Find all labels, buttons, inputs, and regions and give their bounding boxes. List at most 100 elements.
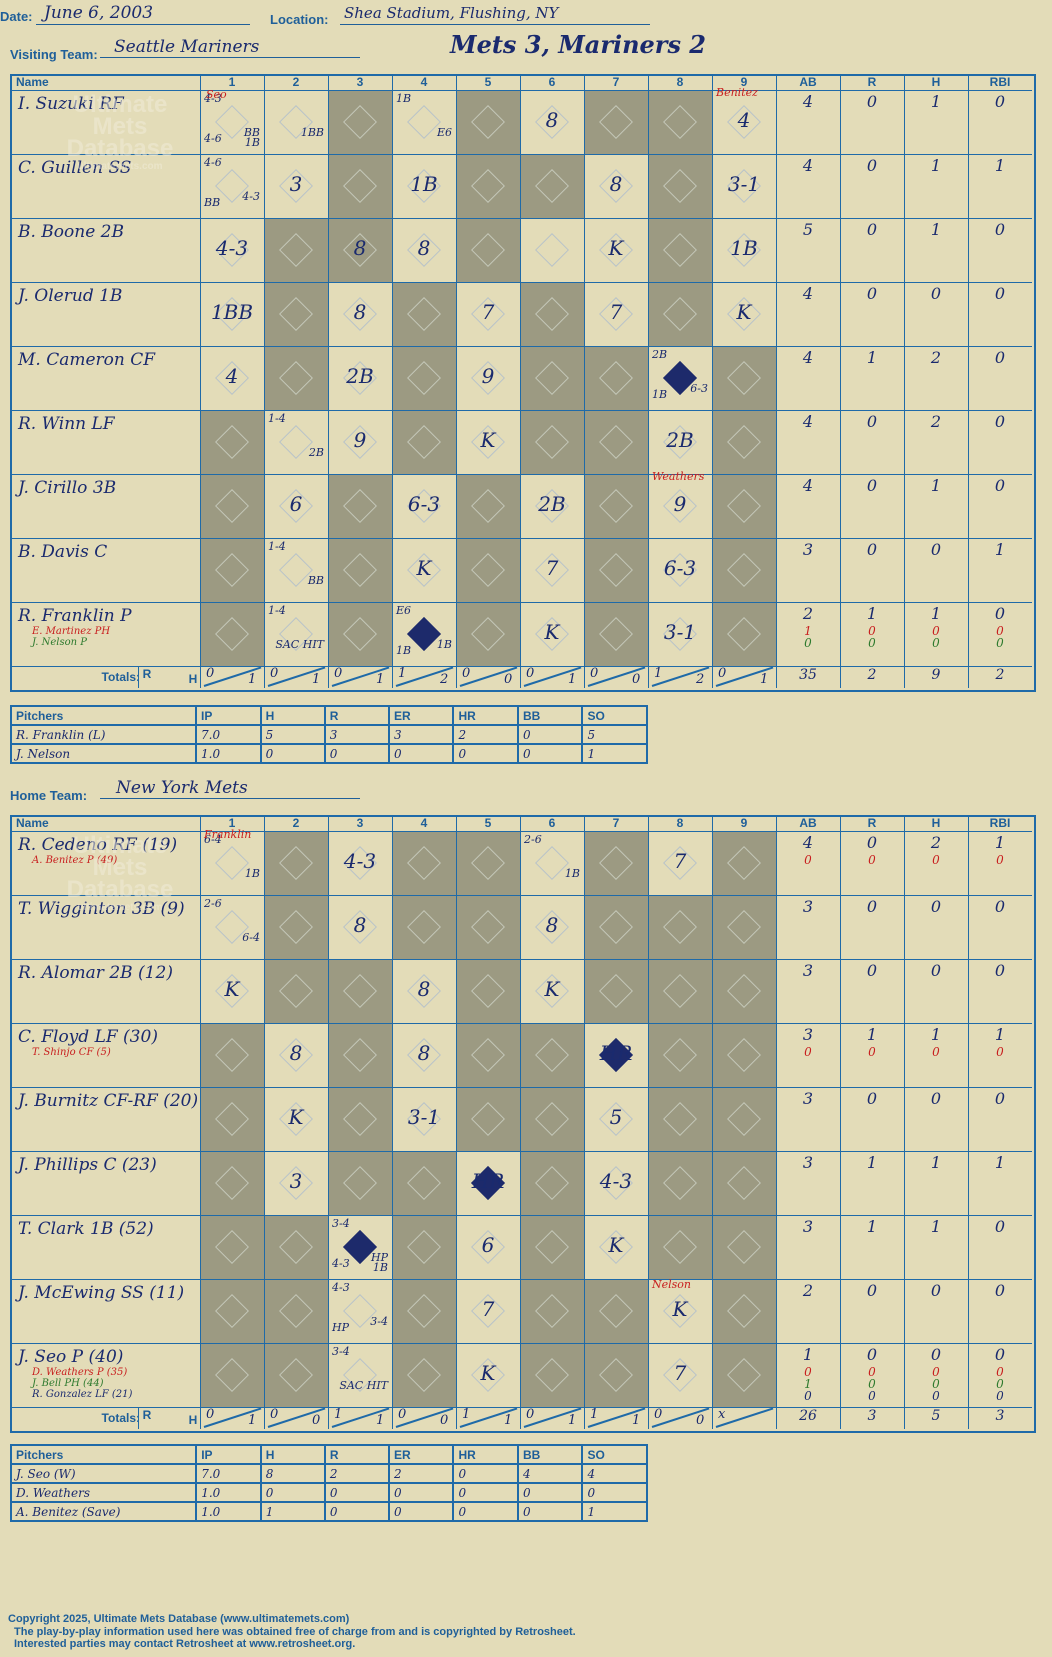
pitcher-row: J. Seo (W) 7.0 8 2 2 0 4 4 bbox=[9, 1463, 648, 1484]
grid-line bbox=[840, 815, 841, 1429]
home-stat-value: 0 bbox=[804, 1365, 812, 1379]
base-diamond-icon bbox=[727, 1038, 761, 1072]
pitcher-row: D. Weathers 1.0 0 0 0 0 0 0 bbox=[9, 1482, 648, 1503]
visitor-cell bbox=[456, 474, 520, 538]
visitor-player-name: I. Suzuki RF bbox=[18, 94, 124, 114]
home-stat-value: 0 bbox=[932, 853, 940, 867]
play-mark: 1B bbox=[410, 172, 438, 196]
totals-h-label: H bbox=[188, 672, 198, 686]
pitching-change-note: Benitez bbox=[716, 86, 758, 99]
grid-line bbox=[968, 815, 969, 1429]
visitor-cell: 6-3 bbox=[392, 474, 456, 538]
column-header-inning: 5 bbox=[484, 816, 492, 830]
base-diamond-icon bbox=[279, 1358, 313, 1392]
home-cell: 8 bbox=[328, 895, 392, 959]
base-diamond-icon bbox=[599, 974, 633, 1008]
home-cell bbox=[264, 1215, 328, 1279]
column-header-stat: AB bbox=[799, 75, 817, 89]
visitor-cell: 4 bbox=[200, 346, 264, 410]
visitor-cell bbox=[520, 282, 584, 346]
home-cell bbox=[584, 959, 648, 1023]
home-cell bbox=[648, 959, 712, 1023]
base-diamond-icon bbox=[407, 361, 441, 395]
visitor-cell: 7 bbox=[520, 538, 584, 602]
home-stat-value: 1 bbox=[866, 1025, 878, 1044]
home-stat-value: 0 bbox=[932, 1389, 940, 1403]
pitcher-stat: 0 bbox=[452, 1463, 519, 1484]
play-mark: 8 bbox=[417, 1041, 431, 1065]
grid-line bbox=[10, 282, 1032, 283]
grid-line bbox=[264, 815, 265, 1429]
visitor-cell: 2B 6-3 1B bbox=[648, 346, 712, 410]
base-diamond-icon bbox=[343, 553, 377, 587]
play-mark: 7 bbox=[673, 1361, 687, 1385]
play-mark: 8 bbox=[609, 172, 623, 196]
play-mark: SAC HIT bbox=[275, 638, 324, 651]
home-cell: K bbox=[584, 1215, 648, 1279]
visitor-cell bbox=[712, 602, 776, 666]
base-diamond-icon bbox=[407, 105, 441, 139]
grid-line bbox=[10, 602, 1032, 603]
visitor-cell: 4-3 bbox=[200, 218, 264, 282]
base-diamond-icon bbox=[727, 846, 761, 880]
inning-runs: 1 bbox=[590, 1407, 599, 1422]
visitor-cell: 8 bbox=[328, 218, 392, 282]
visitor-stat-value: 0 bbox=[994, 476, 1006, 495]
base-diamond-icon bbox=[215, 1358, 249, 1392]
play-mark: K bbox=[672, 1297, 688, 1321]
home-cell bbox=[456, 959, 520, 1023]
pitcher-stat: 0 bbox=[388, 1501, 455, 1522]
play-mark: 8 bbox=[353, 236, 367, 260]
visitor-stat-value: 0 bbox=[994, 604, 1006, 623]
home-stat-value: 3 bbox=[802, 1153, 814, 1172]
home-cell bbox=[712, 1087, 776, 1151]
visitor-cell: 8 bbox=[520, 90, 584, 154]
home-cell bbox=[584, 895, 648, 959]
home-cell bbox=[264, 895, 328, 959]
home-cell: 4-3 3-4 HP bbox=[328, 1279, 392, 1343]
play-mark: HR bbox=[599, 1041, 633, 1065]
visitor-cell: 1B bbox=[712, 218, 776, 282]
base-diamond-icon bbox=[727, 1358, 761, 1392]
home-stat-value: 1 bbox=[930, 1153, 942, 1172]
home-player-name: C. Floyd LF (30) bbox=[18, 1027, 158, 1047]
grid-line bbox=[10, 895, 1032, 896]
home-cell bbox=[200, 1023, 264, 1087]
home-cell: 7 bbox=[648, 1343, 712, 1407]
base-diamond-icon bbox=[279, 361, 313, 395]
base-diamond-icon bbox=[407, 425, 441, 459]
grid-line bbox=[10, 666, 1032, 667]
home-cell: 3-1 bbox=[392, 1087, 456, 1151]
play-mark: 6-3 bbox=[690, 382, 708, 395]
pitcher-stat: A. Benitez (Save) bbox=[9, 1501, 198, 1522]
base-diamond-icon bbox=[215, 425, 249, 459]
wm-line: Mets bbox=[92, 854, 148, 881]
grid-line bbox=[10, 1087, 1032, 1088]
play-mark: 4 bbox=[737, 108, 751, 132]
visitor-cell: 1B bbox=[392, 154, 456, 218]
home-player-name: R. Alomar 2B (12) bbox=[18, 963, 173, 983]
visiting-team-label: Visiting Team: bbox=[10, 47, 98, 62]
home-stat-value: 0 bbox=[930, 1089, 942, 1108]
play-mark: 5 bbox=[609, 1105, 623, 1129]
pitcher-stat: 0 bbox=[387, 743, 455, 764]
play-mark: 9 bbox=[481, 364, 495, 388]
base-diamond-icon bbox=[535, 1358, 569, 1392]
base-diamond-icon bbox=[535, 297, 569, 331]
base-diamond-icon bbox=[343, 1166, 377, 1200]
grid-line bbox=[584, 815, 585, 1429]
grid-line bbox=[520, 815, 521, 1429]
grid-line bbox=[10, 1215, 1032, 1216]
base-diamond-icon bbox=[215, 1038, 249, 1072]
base-diamond-icon bbox=[279, 297, 313, 331]
visitor-cell bbox=[456, 90, 520, 154]
column-header-name: Name bbox=[16, 816, 49, 830]
play-mark: BB bbox=[204, 196, 221, 209]
play-mark: 1BB bbox=[300, 126, 324, 139]
base-diamond-icon bbox=[471, 233, 505, 267]
visitor-cell: 6-3 bbox=[648, 538, 712, 602]
visitor-cell: 8 bbox=[392, 218, 456, 282]
inning-runs: 0 bbox=[462, 666, 471, 681]
visitor-cell: 3 bbox=[264, 154, 328, 218]
home-stat-value: 0 bbox=[994, 1281, 1006, 1300]
